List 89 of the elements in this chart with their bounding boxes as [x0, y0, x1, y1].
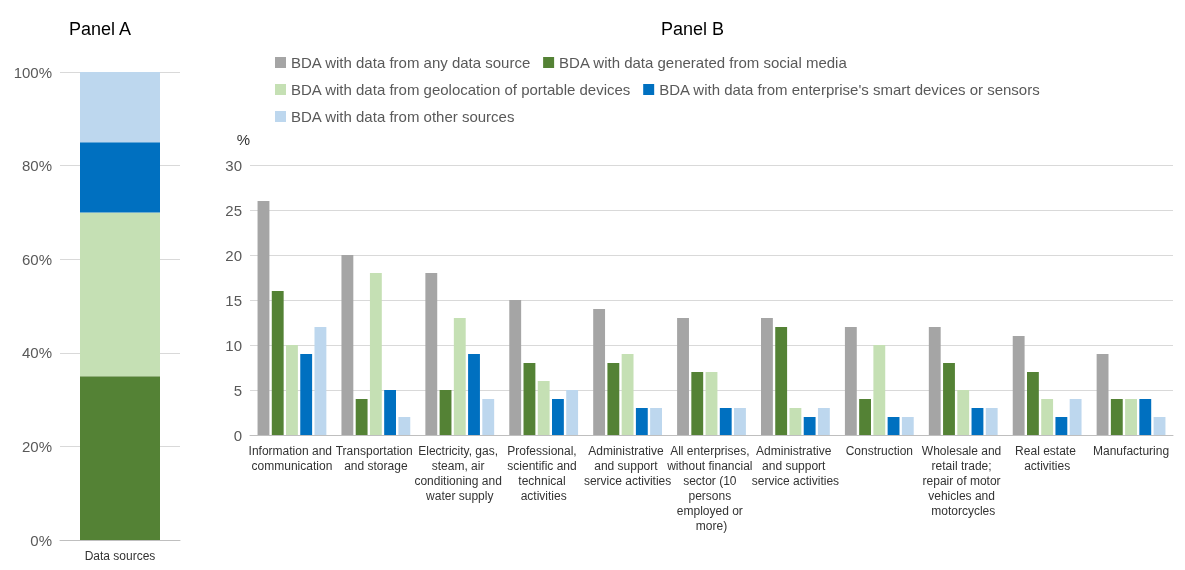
bar — [271, 291, 284, 435]
x-tick-label: Administrative and support service activities — [751, 443, 840, 488]
bar — [635, 408, 648, 435]
y-tick-label: 30 — [225, 156, 242, 174]
bar — [705, 372, 718, 435]
bar — [439, 390, 452, 435]
bar — [355, 399, 368, 435]
bar — [789, 408, 802, 435]
bar — [384, 390, 397, 435]
bar — [943, 363, 955, 435]
bar — [1041, 399, 1054, 435]
y-tick-label: 40% — [21, 344, 52, 362]
bar — [80, 376, 160, 540]
bar — [650, 408, 662, 435]
chart-title: Panel B — [660, 19, 725, 39]
bar — [607, 363, 620, 435]
bar — [1139, 399, 1152, 435]
bar — [314, 327, 327, 435]
bar — [1096, 354, 1109, 435]
y-tick-label: 0 — [233, 426, 242, 444]
bar — [509, 300, 522, 435]
bar — [566, 390, 579, 435]
bar — [257, 201, 270, 435]
bar — [1012, 336, 1025, 435]
x-tick-label: Electricity, gas, steam, air conditioning and water supply — [414, 443, 506, 503]
bar — [873, 345, 886, 435]
bar — [677, 318, 689, 435]
legend-label: BDA with data from any data source — [291, 54, 531, 71]
x-tick-label: Information and communication — [248, 443, 336, 473]
bar — [719, 408, 732, 435]
bar — [468, 354, 480, 435]
bar — [523, 363, 536, 435]
bar — [844, 327, 857, 435]
bar — [1026, 372, 1039, 435]
x-tick-label: Data sources — [84, 548, 156, 563]
bar — [286, 345, 298, 435]
bar — [80, 142, 160, 213]
bar — [621, 354, 634, 435]
bar — [734, 408, 746, 435]
bar — [971, 408, 984, 435]
x-tick-label: Professional, scientific and technical activities — [507, 443, 581, 503]
x-tick-label: Real estate activities — [1015, 443, 1080, 473]
legend-label: BDA with data generated from social media — [559, 54, 848, 71]
y-tick-label: 20% — [21, 437, 52, 455]
bar — [369, 273, 382, 435]
y-tick-label: 80% — [21, 157, 52, 175]
bar — [537, 381, 550, 435]
bar — [691, 372, 704, 435]
x-tick-label: Construction — [845, 443, 914, 458]
bar — [398, 417, 411, 435]
bar — [593, 309, 606, 435]
y-tick-label: 5 — [233, 381, 242, 399]
bar — [80, 212, 160, 377]
bar — [928, 327, 941, 435]
bar — [901, 417, 914, 435]
bar — [425, 273, 438, 435]
bar — [859, 399, 872, 435]
bar — [300, 354, 313, 435]
bar — [1110, 399, 1123, 435]
x-tick-label: Wholesale and retail trade; repair of motor vehicles and motorcycles — [921, 443, 1005, 518]
bar — [482, 399, 495, 435]
bar — [1055, 417, 1068, 435]
bar — [985, 408, 998, 435]
y-tick-label: 60% — [21, 250, 52, 268]
chart-title: Panel A — [68, 19, 132, 39]
y-tick-label: 25 — [225, 201, 242, 219]
legend-label: BDA with data from geolocation of portable devices — [291, 81, 631, 98]
bar — [803, 417, 816, 435]
bar — [1153, 417, 1166, 435]
legend-label: BDA with data from other sources — [291, 108, 515, 125]
y-tick-label: 100% — [13, 63, 52, 81]
y-tick-label: 20 — [225, 246, 242, 264]
bar — [1125, 399, 1137, 435]
bar — [341, 255, 354, 435]
bar — [887, 417, 900, 435]
bar — [957, 390, 970, 435]
bar — [1069, 399, 1082, 435]
bar — [551, 399, 564, 435]
bar — [80, 72, 160, 143]
y-axis-title: % — [236, 131, 250, 148]
bar — [775, 327, 788, 435]
bar — [453, 318, 466, 435]
bar — [761, 318, 773, 435]
bar — [817, 408, 830, 435]
y-tick-label: 10 — [225, 336, 242, 354]
y-tick-label: 0% — [30, 531, 52, 549]
y-tick-label: 15 — [225, 291, 242, 309]
x-tick-label: Manufacturing — [1093, 443, 1170, 458]
legend-label: BDA with data from enterprise's smart devices or sensors — [659, 81, 1040, 98]
